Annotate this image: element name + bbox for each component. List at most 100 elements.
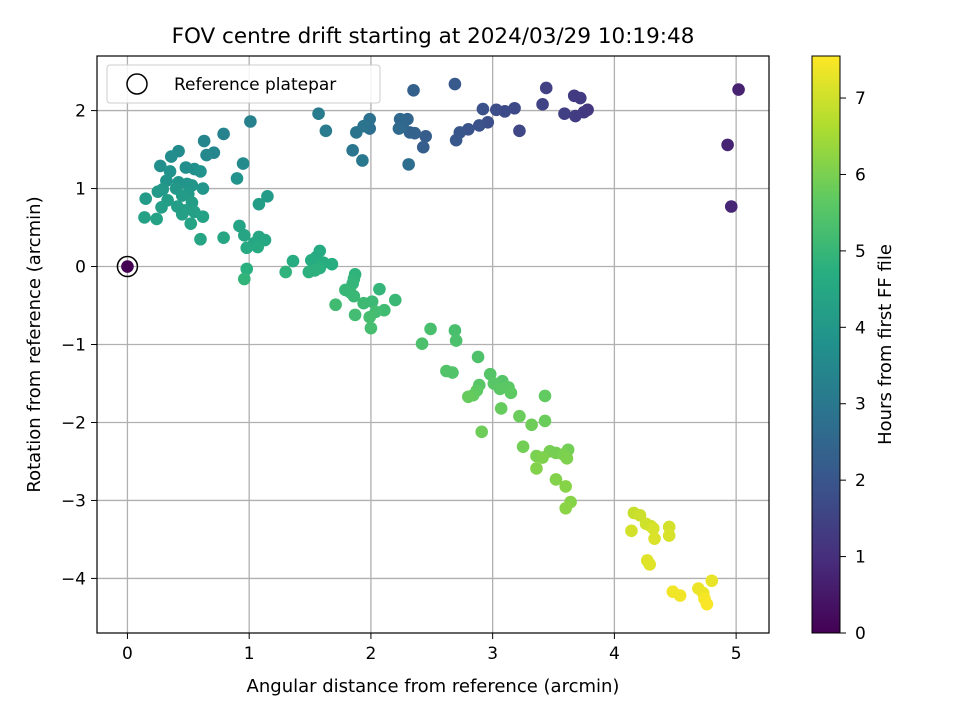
data-point: [407, 84, 420, 97]
data-point: [150, 212, 163, 226]
data-point: [643, 558, 656, 571]
data-point: [647, 522, 660, 535]
colorbar-tick-label: 0: [855, 624, 866, 644]
data-point: [164, 150, 178, 163]
colorbar-tick-label: 3: [855, 395, 866, 415]
data-point: [549, 473, 563, 486]
data-point: [538, 389, 552, 403]
data-point: [530, 462, 543, 475]
data-point: [279, 265, 292, 279]
x-axis-label: Angular distance from reference (arcmin): [247, 676, 620, 697]
y-tick-label: −2: [61, 413, 86, 433]
data-point: [240, 262, 254, 276]
data-point: [449, 133, 463, 147]
y-tick-label: 2: [75, 102, 86, 122]
data-point: [476, 102, 490, 116]
data-point: [194, 232, 207, 246]
data-point: [513, 124, 526, 138]
data-point: [393, 112, 407, 126]
legend-marker-icon: [126, 73, 148, 95]
legend-label: Reference platepar: [174, 75, 336, 95]
data-point: [364, 321, 378, 335]
data-point: [356, 154, 369, 167]
colorbar-tick-label: 1: [855, 548, 866, 568]
data-point: [200, 148, 213, 162]
data-point: [525, 418, 538, 432]
data-point: [392, 122, 406, 135]
data-point: [462, 390, 475, 404]
y-tick-label: 0: [75, 258, 86, 278]
data-point: [504, 386, 518, 400]
data-point: [569, 109, 582, 123]
data-point: [558, 107, 571, 120]
data-point: [261, 190, 274, 203]
colorbar-tick-label: 5: [855, 242, 866, 262]
data-point: [419, 130, 432, 143]
y-tick-label: −4: [61, 569, 86, 589]
data-point: [319, 124, 333, 138]
data-point: [625, 524, 638, 538]
data-point: [416, 140, 430, 154]
data-point: [388, 293, 402, 307]
data-point: [217, 231, 230, 244]
data-point: [508, 101, 521, 115]
colorbar-gradient: [811, 55, 841, 634]
data-point: [448, 77, 462, 91]
data-point: [536, 98, 549, 111]
data-point: [350, 126, 363, 139]
legend: Reference platepar: [106, 64, 381, 104]
colorbar-tick-label: 7: [855, 89, 866, 109]
data-point: [516, 440, 530, 453]
data-point: [373, 282, 386, 296]
x-tick-label: 1: [244, 644, 255, 664]
colorbar-label: Hours from first FF file: [875, 244, 896, 445]
data-point: [402, 158, 415, 171]
data-point: [648, 532, 661, 545]
data-point: [121, 260, 134, 273]
data-point: [196, 182, 210, 195]
data-point: [490, 103, 503, 117]
data-point: [325, 257, 339, 271]
data-point: [448, 324, 462, 337]
data-point: [233, 219, 246, 233]
data-point: [559, 480, 572, 493]
data-point: [538, 414, 552, 428]
data-point: [138, 211, 151, 224]
data-point: [175, 189, 189, 202]
data-point: [475, 425, 488, 439]
data-point: [567, 89, 581, 103]
data-point: [347, 289, 361, 303]
data-point: [230, 172, 244, 185]
data-point: [139, 192, 152, 205]
colorbar: 0 1 2 3 4 5 6 7 Hours from first FF file: [811, 55, 896, 644]
y-axis-ticks: −4 −3 −2 −1 0 1 2: [61, 102, 97, 589]
y-tick-label: −3: [61, 491, 86, 511]
data-point: [513, 409, 526, 423]
data-point: [449, 334, 463, 347]
data-point: [539, 81, 553, 95]
data-point: [155, 200, 168, 214]
data-point: [329, 298, 342, 312]
data-point: [251, 240, 264, 254]
data-point: [721, 138, 734, 152]
x-tick-label: 4: [609, 644, 620, 664]
data-point: [472, 119, 486, 132]
x-tick-label: 5: [731, 644, 742, 664]
data-point: [673, 589, 687, 602]
data-point: [348, 308, 362, 322]
data-point: [154, 159, 167, 173]
data-point: [304, 253, 318, 267]
x-tick-label: 3: [487, 644, 498, 664]
data-point: [705, 574, 719, 588]
data-point: [559, 501, 572, 515]
x-axis-ticks: 0 1 2 3 4 5: [122, 633, 742, 664]
data-point: [244, 115, 257, 128]
data-point: [732, 83, 745, 96]
data-point: [493, 382, 507, 396]
x-tick-label: 0: [122, 644, 133, 664]
data-point: [700, 597, 714, 611]
chart-title: FOV centre drift starting at 2024/03/29 …: [172, 24, 695, 49]
y-tick-label: 1: [75, 180, 86, 200]
data-point: [175, 207, 189, 221]
